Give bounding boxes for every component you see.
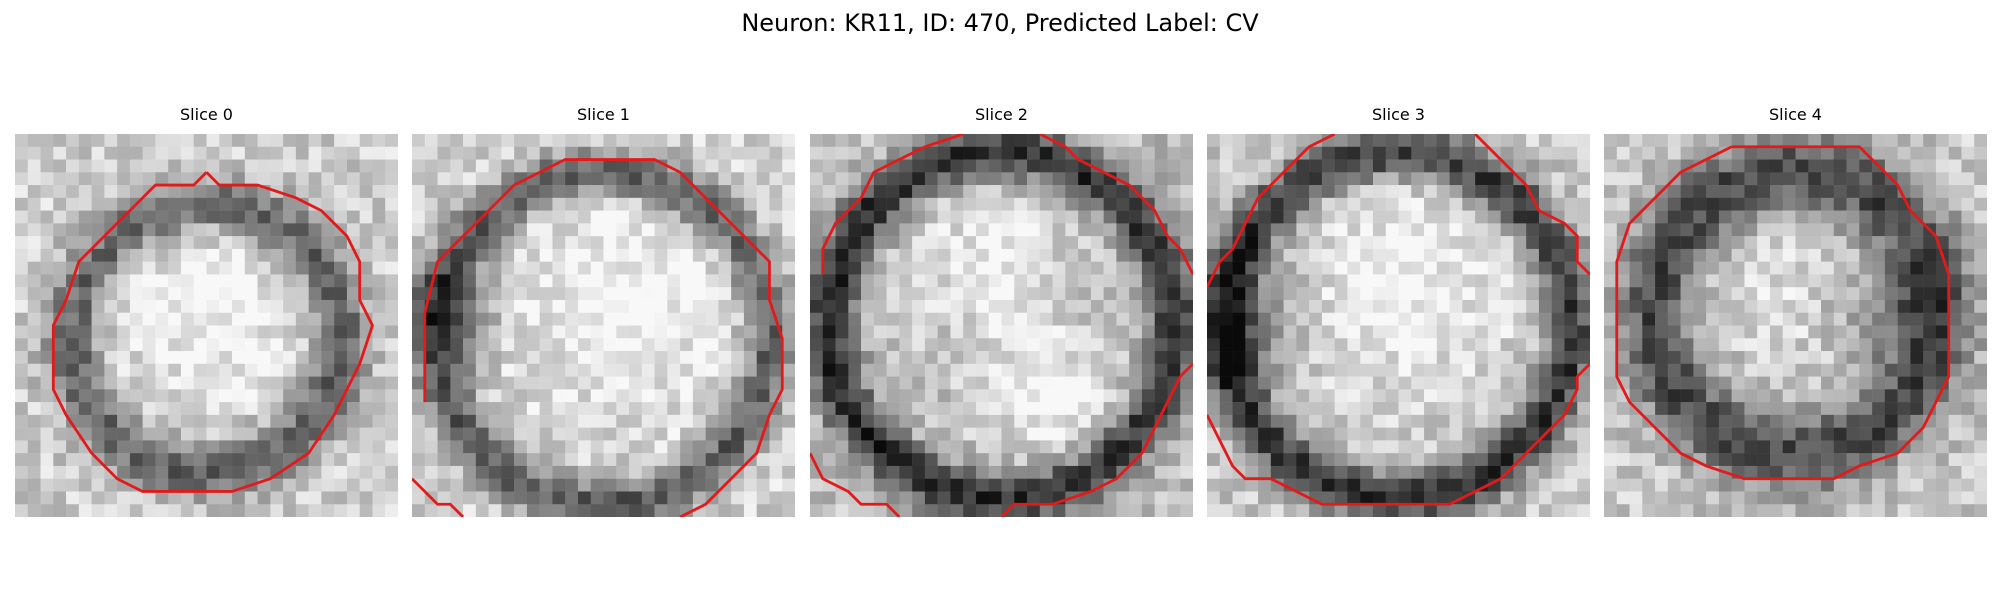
grayscale-image (1207, 134, 1590, 517)
slice-title-4: Slice 4 (1769, 105, 1822, 124)
slice-image-4 (1604, 134, 1987, 517)
grayscale-image (1604, 134, 1987, 517)
grayscale-image (412, 134, 795, 517)
figure-title: Neuron: KR11, ID: 470, Predicted Label: … (741, 9, 1259, 37)
slice-image-2 (810, 134, 1193, 517)
slice-title-0: Slice 0 (180, 105, 233, 124)
contour-line (51, 171, 374, 493)
slice-image-3 (1207, 134, 1590, 517)
contour-line (1000, 362, 1193, 517)
contour-line (1474, 134, 1590, 276)
contour-line (821, 134, 964, 275)
slice-title-3: Slice 3 (1372, 105, 1425, 124)
grayscale-image (15, 134, 398, 517)
slice-title-1: Slice 1 (577, 105, 630, 124)
contour-line (1615, 145, 1951, 481)
slice-title-2: Slice 2 (975, 105, 1028, 124)
contour-line (1207, 134, 1336, 288)
slice-image-0 (15, 134, 398, 517)
grayscale-image (810, 134, 1193, 517)
contour-line (810, 452, 901, 517)
contour-line (1207, 362, 1590, 506)
contour-line (412, 477, 465, 517)
contour-line (423, 158, 784, 517)
contour-line (1039, 134, 1193, 276)
slice-image-1 (412, 134, 795, 517)
